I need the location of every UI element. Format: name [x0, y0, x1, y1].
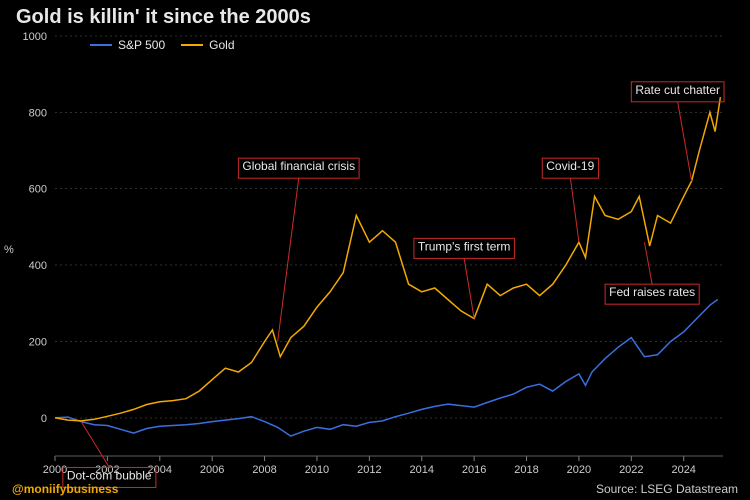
svg-text:1000: 1000: [23, 31, 47, 43]
svg-text:2008: 2008: [252, 464, 276, 476]
svg-text:Covid-19: Covid-19: [546, 159, 594, 173]
svg-text:800: 800: [29, 107, 47, 119]
svg-text:Fed raises rates: Fed raises rates: [609, 285, 695, 299]
svg-text:200: 200: [29, 336, 47, 348]
svg-text:Trump's first term: Trump's first term: [418, 239, 511, 253]
svg-text:2024: 2024: [671, 464, 695, 476]
svg-text:2016: 2016: [462, 464, 486, 476]
svg-text:Dot-com bubble: Dot-com bubble: [67, 468, 152, 482]
svg-text:Rate cut chatter: Rate cut chatter: [635, 83, 720, 97]
plot-svg: 0200400600800100020002002200420062008201…: [0, 0, 750, 500]
footer-source: Source: LSEG Datastream: [596, 482, 738, 496]
svg-text:2006: 2006: [200, 464, 224, 476]
svg-text:2012: 2012: [357, 464, 381, 476]
svg-text:Global financial crisis: Global financial crisis: [242, 159, 355, 173]
svg-text:2022: 2022: [619, 464, 643, 476]
chart-container: Gold is killin' it since the 2000s S&P 5…: [0, 0, 750, 500]
svg-text:400: 400: [29, 260, 47, 272]
svg-text:2010: 2010: [305, 464, 329, 476]
svg-text:0: 0: [41, 413, 47, 425]
svg-text:2018: 2018: [514, 464, 538, 476]
svg-text:600: 600: [29, 184, 47, 196]
svg-text:2014: 2014: [410, 464, 434, 476]
svg-text:2020: 2020: [567, 464, 591, 476]
footer-handle: @moniifybusiness: [12, 482, 118, 496]
